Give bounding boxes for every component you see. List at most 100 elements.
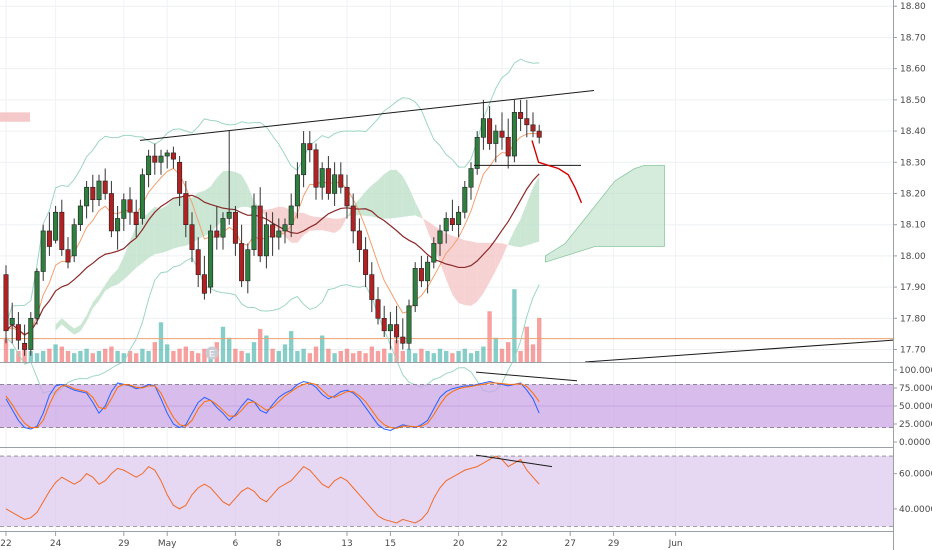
candle-body <box>456 211 462 225</box>
candle-body <box>270 224 276 238</box>
candle-body <box>511 112 517 157</box>
price-tick-label: 18.30 <box>900 158 926 168</box>
candle-body <box>28 318 34 350</box>
volume-bar <box>295 350 300 362</box>
candle-body <box>164 152 170 157</box>
volume-bar <box>437 348 443 362</box>
volume-bar <box>59 346 64 362</box>
ichimoku-cloud <box>365 185 372 217</box>
candle-body <box>400 336 406 344</box>
ichimoku-cloud <box>533 176 540 244</box>
ichimoku-cloud <box>471 241 478 306</box>
time-tick-label: Jun <box>668 539 683 549</box>
ichimoku-cloud <box>396 169 403 218</box>
ichimoku-cloud <box>99 284 106 301</box>
ichimoku-cloud <box>80 315 87 332</box>
rsi-line <box>5 455 540 524</box>
candle-body <box>152 155 158 163</box>
candle-body <box>462 186 468 213</box>
price-tick-label: 17.70 <box>900 346 926 356</box>
ichimoku-cloud <box>86 302 93 322</box>
candle-body <box>170 152 176 160</box>
candle-body <box>251 205 257 250</box>
stochastic-k-line <box>5 380 540 432</box>
ichimoku-cloud <box>322 217 329 232</box>
time-tick-label: 15 <box>385 539 396 549</box>
volume-bar <box>10 348 15 362</box>
candle-body <box>96 180 102 201</box>
price-tick-label: 18.70 <box>900 33 926 43</box>
candle-body <box>487 118 493 144</box>
candle-body <box>245 249 251 282</box>
candle-body <box>9 318 15 325</box>
volume-bar <box>524 326 529 362</box>
time-tick-label: 22 <box>496 539 507 549</box>
ichimoku-cloud <box>247 185 254 210</box>
candle-body <box>363 249 369 275</box>
ichimoku-cloud <box>123 240 130 280</box>
price-tick-label: 18.20 <box>900 189 926 199</box>
volume-bar <box>220 326 226 362</box>
candle-body <box>294 174 300 207</box>
candle-body <box>524 118 530 126</box>
ichimoku-cloud <box>309 215 316 231</box>
candle-body <box>146 155 152 176</box>
time-tick-label: 29 <box>608 539 620 549</box>
candle-body <box>480 118 486 138</box>
ichimoku-cloud <box>161 205 168 253</box>
ichimoku-cloud <box>61 318 68 330</box>
candle-body <box>257 205 263 257</box>
price-tick-label: 18.00 <box>900 252 926 262</box>
candle-body <box>499 130 505 138</box>
volume-bar <box>301 348 306 362</box>
candle-body <box>214 230 220 238</box>
ichimoku-cloud <box>340 216 347 229</box>
volume-bar <box>84 348 89 362</box>
volume-bar <box>394 339 399 362</box>
ichimoku-cloud <box>74 325 81 335</box>
candle-body <box>474 137 480 169</box>
candle-body <box>65 249 71 263</box>
candle-body <box>158 155 164 163</box>
volume-bar <box>468 353 474 362</box>
stochastic-tick-label: 100.0000 <box>899 366 932 376</box>
candle-body <box>22 342 28 350</box>
ichimoku-cloud <box>223 170 230 221</box>
ichimoku-cloud <box>148 206 155 259</box>
volume-bar <box>276 350 281 362</box>
candle-body <box>288 205 294 225</box>
volume-bar <box>313 346 319 362</box>
ichimoku-cloud <box>235 171 242 210</box>
candle-body <box>226 211 232 219</box>
ichimoku-cloud <box>105 275 112 291</box>
candle-body <box>3 274 9 332</box>
ichimoku-cloud <box>415 201 422 218</box>
volume-bar <box>165 344 170 362</box>
volume-bar <box>53 344 58 362</box>
ichimoku-cloud <box>526 187 533 246</box>
volume-bar <box>202 348 207 362</box>
volume-bar <box>65 350 71 362</box>
volume-bar <box>375 350 381 362</box>
volume-bar <box>28 350 33 362</box>
volume-bar <box>3 337 9 362</box>
candle-body <box>301 143 307 176</box>
candle-body <box>313 149 319 188</box>
volume-bar <box>227 337 232 362</box>
candle-body <box>127 199 133 213</box>
ichimoku-cloud <box>111 269 118 287</box>
volume-bar <box>90 353 95 362</box>
stochastic-tick-label: 0.0000 <box>899 438 931 448</box>
volume-bar <box>115 350 120 362</box>
stochastic-tick-label: 75.0000 <box>899 384 932 394</box>
volume-bar <box>425 350 430 362</box>
candle-body <box>387 324 393 332</box>
candle-body <box>530 124 536 132</box>
candle-body <box>46 230 52 247</box>
time-tick-label: 13 <box>341 539 352 549</box>
ichimoku-cloud <box>68 323 75 335</box>
candle-body <box>418 268 424 282</box>
volume-bar <box>326 348 331 362</box>
resistance-trendline <box>139 90 595 141</box>
